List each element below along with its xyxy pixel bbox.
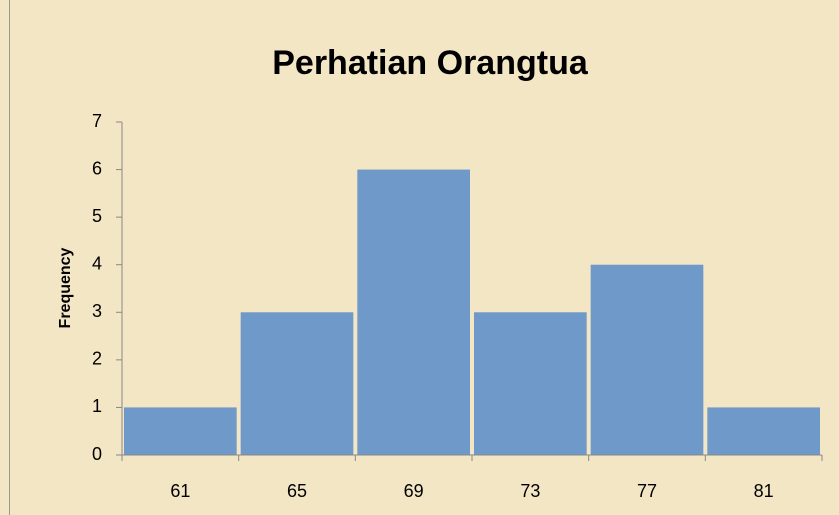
y-tick-label: 1 — [92, 396, 102, 416]
bar — [357, 170, 470, 455]
y-tick-label: 3 — [92, 301, 102, 321]
y-tick-label: 0 — [92, 444, 102, 464]
x-tick-label: 61 — [170, 481, 190, 501]
y-tick-label: 7 — [92, 111, 102, 131]
bar — [474, 312, 587, 455]
x-tick-label: 69 — [404, 481, 424, 501]
x-tick-label: 65 — [287, 481, 307, 501]
y-axis-label: Frequency — [57, 247, 74, 328]
bar — [241, 312, 354, 455]
x-tick-label: 73 — [520, 481, 540, 501]
y-tick-label: 6 — [92, 158, 102, 178]
bar — [591, 265, 704, 455]
chart: Perhatian Orangtua Frequency 0 1 2 3 4 5 6 7 61 6… — [0, 0, 839, 515]
y-tick-label: 5 — [92, 206, 102, 226]
chart-title: Perhatian Orangtua — [272, 44, 589, 82]
y-tick-label: 4 — [92, 253, 102, 273]
bar — [124, 407, 237, 455]
x-tick-label: 77 — [637, 481, 657, 501]
x-tick-label: 81 — [754, 481, 774, 501]
y-tick-label: 2 — [92, 349, 102, 369]
bar — [707, 407, 820, 455]
